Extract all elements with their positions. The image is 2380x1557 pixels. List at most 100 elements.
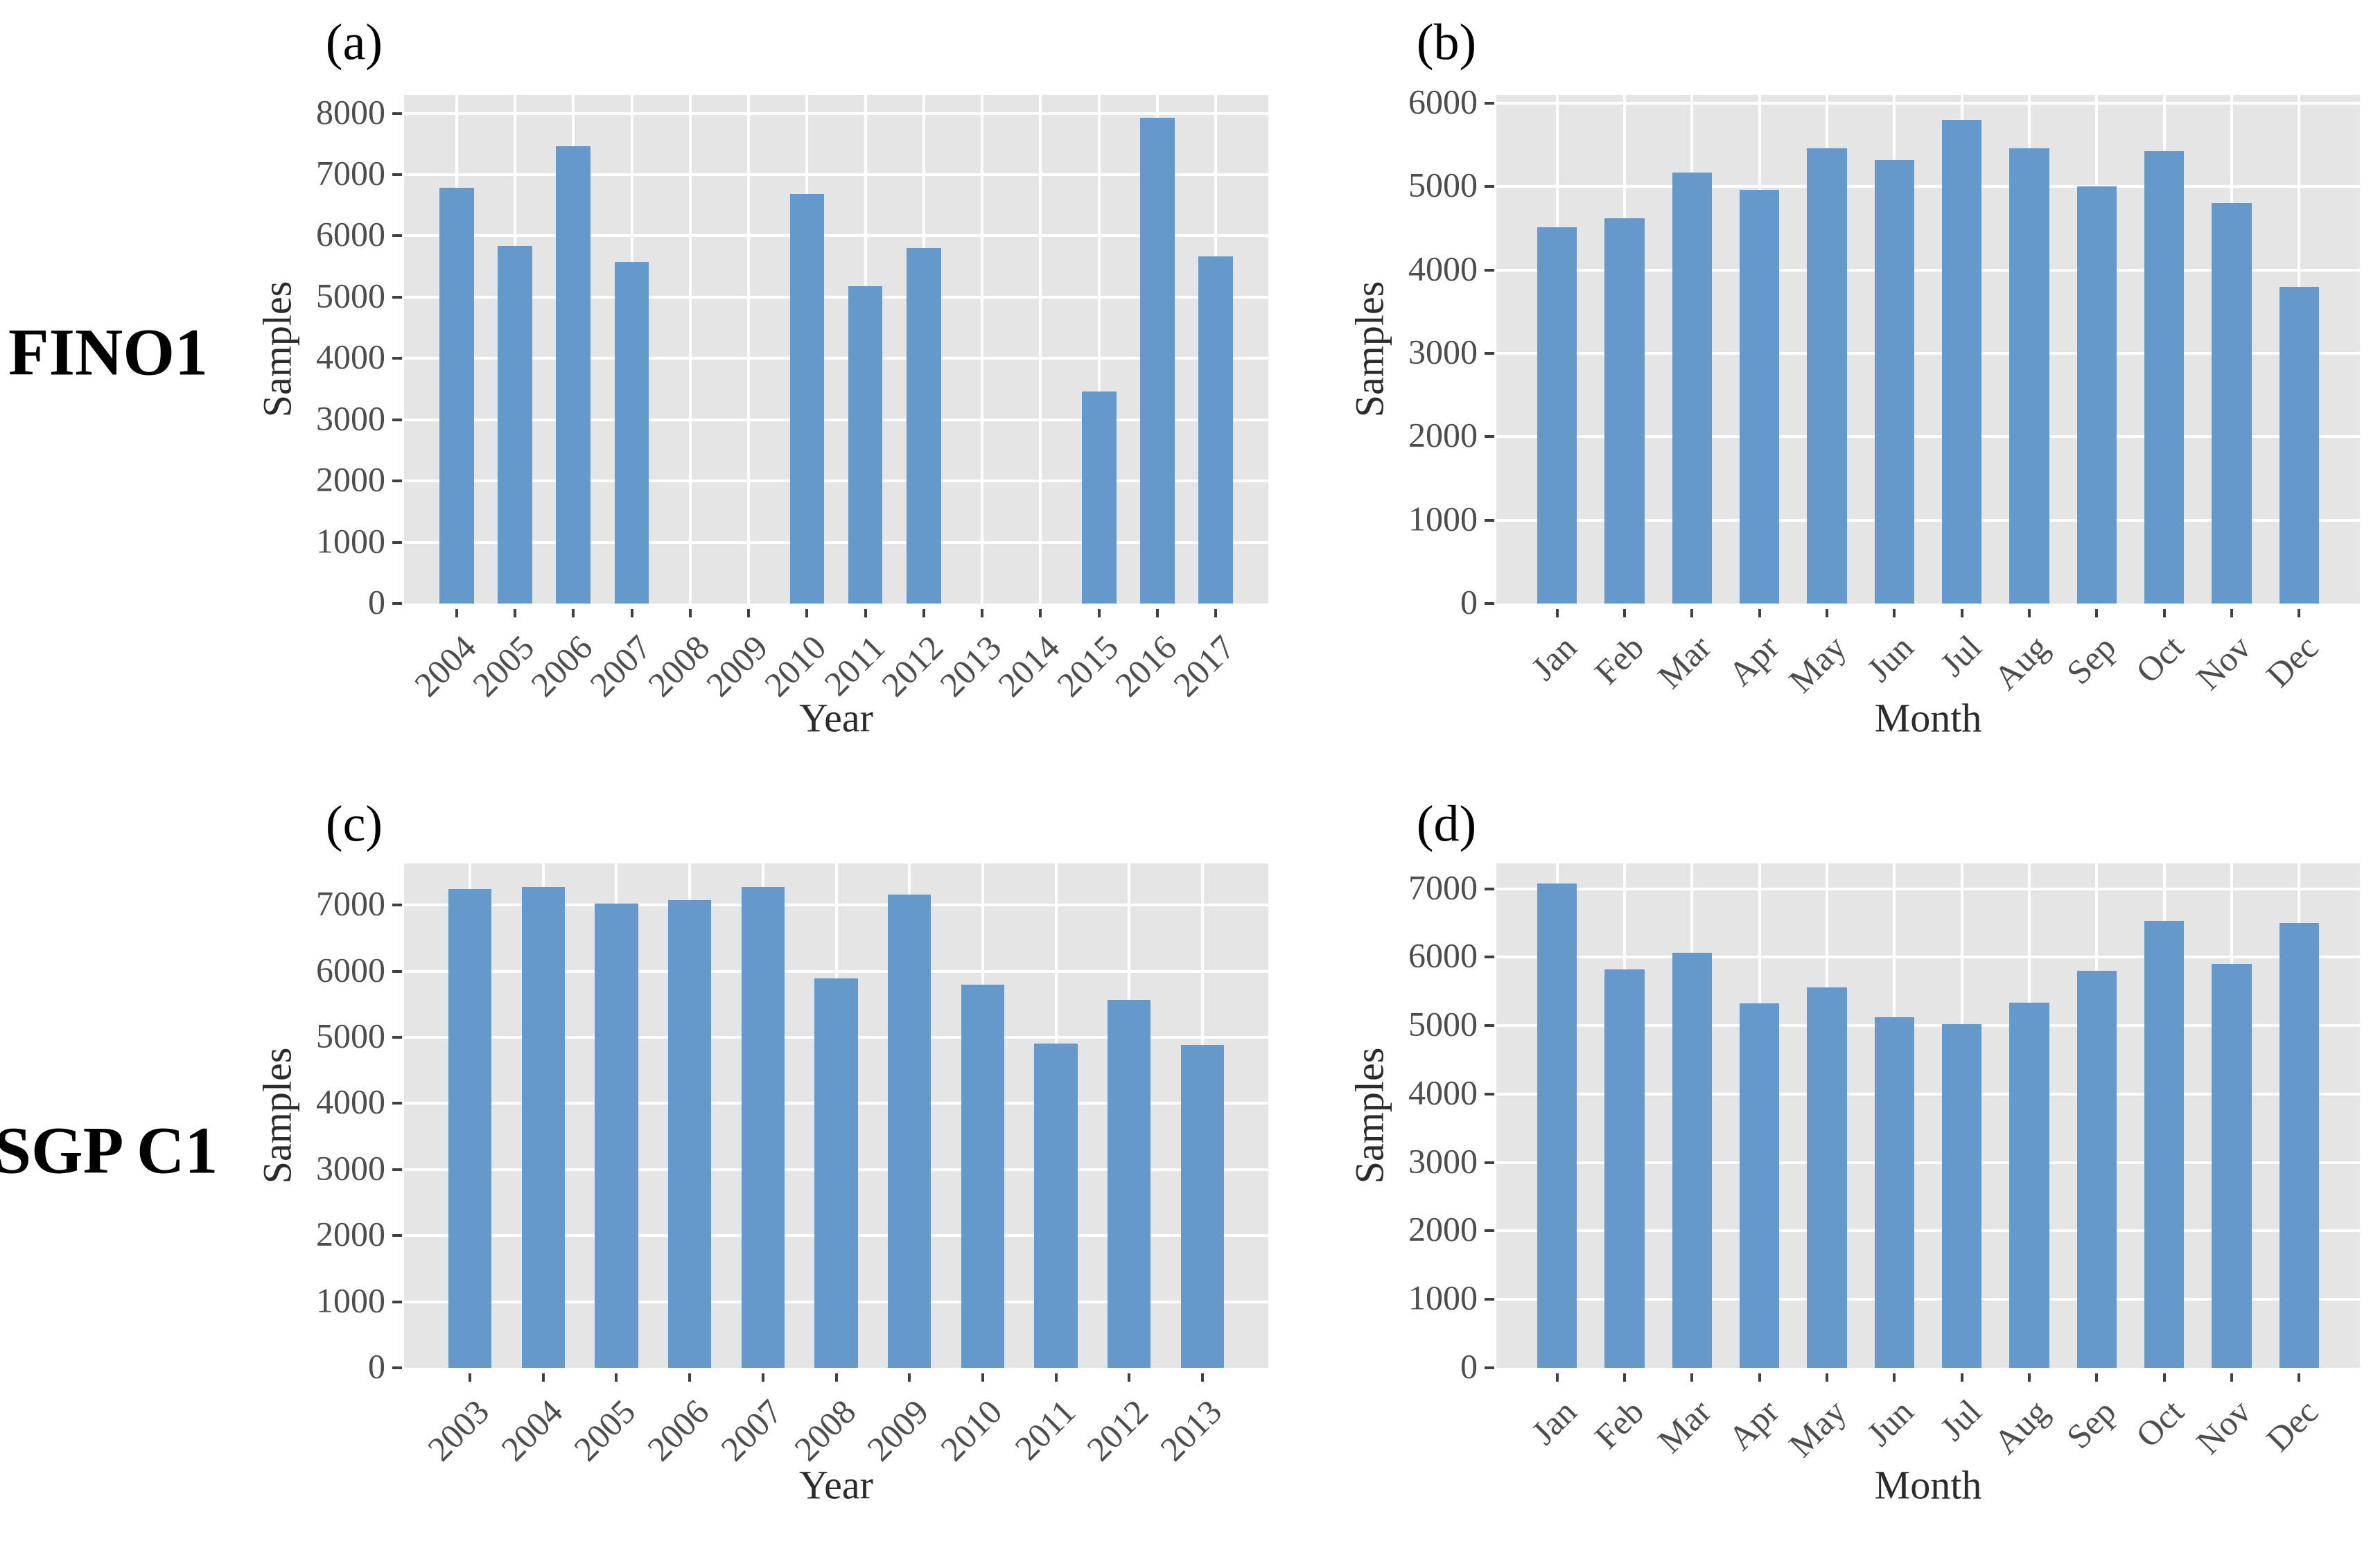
ytick-label-2000: 2000 — [1408, 1210, 1478, 1249]
xtick-mark-Nov — [2230, 609, 2234, 617]
ytick-label-5000: 5000 — [1408, 166, 1478, 205]
bar-c-2008 — [814, 978, 858, 1368]
xtick-mark-Nov — [2230, 1373, 2234, 1382]
ytick-label-5000: 5000 — [316, 276, 385, 315]
xtick-mark-2013 — [981, 609, 984, 617]
xtick-mark-2016 — [1155, 609, 1159, 617]
xtick-mark-2007 — [761, 1373, 764, 1382]
xtick-mark-Oct — [2162, 1373, 2166, 1382]
ytick-mark-5000 — [392, 1035, 402, 1039]
ytick-label-6000: 6000 — [316, 215, 385, 254]
gridline-y-8000 — [404, 112, 1268, 115]
xtick-mark-2007 — [630, 609, 633, 617]
xtick-mark-Aug — [2028, 1373, 2031, 1382]
ytick-mark-0 — [1485, 602, 1494, 605]
bar-b-Aug — [2009, 148, 2049, 604]
bar-b-Jan — [1537, 227, 1577, 604]
xtick-mark-Jul — [1960, 609, 1963, 617]
ytick-mark-7000 — [392, 904, 402, 907]
bar-d-Jan — [1537, 883, 1577, 1368]
bar-d-Jun — [1874, 1017, 1915, 1368]
bar-d-Feb — [1604, 969, 1645, 1368]
ytick-label-4000: 4000 — [316, 1082, 385, 1122]
bar-a-2007 — [614, 262, 649, 604]
gridline-y-4000 — [1496, 268, 2360, 272]
ytick-mark-8000 — [392, 112, 402, 115]
ytick-label-6000: 6000 — [316, 950, 385, 989]
xtick-mark-2010 — [981, 1373, 984, 1382]
xtick-mark-Aug — [2028, 609, 2031, 617]
ytick-mark-6000 — [1485, 102, 1494, 105]
ytick-label-6000: 6000 — [1408, 82, 1478, 121]
ytick-mark-4000 — [1485, 268, 1494, 272]
bar-b-Nov — [2212, 203, 2252, 604]
bar-d-Sep — [2076, 971, 2117, 1368]
ytick-mark-1000 — [1485, 518, 1494, 522]
xtick-mark-2015 — [1097, 609, 1101, 617]
ytick-label-2000: 2000 — [316, 1214, 385, 1253]
gridline-y-7000 — [1496, 887, 2360, 890]
gridline-y-2000 — [1496, 1229, 2360, 1233]
bar-d-Dec — [2279, 922, 2320, 1368]
xtick-mark-2004 — [455, 609, 458, 617]
ytick-label-7000: 7000 — [316, 153, 385, 193]
xtick-mark-2014 — [1039, 609, 1042, 617]
xtick-mark-Apr — [1758, 1373, 1761, 1382]
bar-b-Mar — [1672, 172, 1712, 604]
bar-c-2004 — [521, 887, 565, 1368]
gridline-y-5000 — [404, 295, 1268, 299]
ytick-mark-6000 — [1485, 956, 1494, 959]
ytick-label-8000: 8000 — [316, 92, 385, 132]
bar-a-2006 — [556, 146, 591, 604]
xtick-mark-2005 — [514, 609, 517, 617]
xtick-mark-2003 — [469, 1373, 472, 1382]
ytick-mark-3000 — [1485, 352, 1494, 355]
xtick-mark-Jan — [1555, 1373, 1559, 1382]
ytick-mark-5000 — [392, 295, 402, 299]
ytick-label-5000: 5000 — [1408, 1004, 1478, 1044]
ytick-label-1000: 1000 — [1408, 499, 1478, 538]
gridline-x-2008 — [688, 95, 692, 604]
ytick-mark-2000 — [392, 1234, 402, 1238]
y-axis-title-d: Samples — [1347, 1047, 1392, 1184]
ytick-mark-3000 — [392, 1168, 402, 1171]
ytick-label-1000: 1000 — [316, 1281, 385, 1320]
xtick-mark-Dec — [2298, 609, 2301, 617]
ytick-label-6000: 6000 — [1408, 935, 1478, 975]
xtick-mark-Jan — [1555, 609, 1559, 617]
xtick-mark-2008 — [688, 609, 692, 617]
xtick-mark-2006 — [688, 1373, 692, 1382]
bar-c-2011 — [1034, 1044, 1078, 1368]
xtick-mark-Mar — [1690, 1373, 1694, 1382]
gridline-y-2000 — [404, 480, 1268, 483]
figure-canvas: FINO1 SGP C1 (a) 0 1000 2000 3000 4000 5000 600… — [0, 15, 2360, 1508]
bar-a-2012 — [907, 248, 941, 604]
ytick-label-3000: 3000 — [316, 398, 385, 438]
ytick-mark-0 — [392, 602, 402, 605]
x-axis-title-a: Year — [799, 695, 873, 741]
bar-d-Mar — [1672, 953, 1712, 1368]
x-axis-title-d: Month — [1874, 1462, 1982, 1508]
bar-b-Jun — [1874, 159, 1915, 604]
ytick-label-5000: 5000 — [316, 1016, 385, 1055]
xtick-mark-Sep — [2095, 609, 2099, 617]
y-axis-title-c: Samples — [254, 1047, 300, 1184]
xtick-mark-Jun — [1893, 1373, 1896, 1382]
bar-d-Aug — [2009, 1002, 2049, 1368]
gridline-y-5000 — [1496, 185, 2360, 188]
ytick-label-4000: 4000 — [1408, 1073, 1478, 1112]
ytick-label-1000: 1000 — [316, 521, 385, 561]
ytick-label-2000: 2000 — [1408, 416, 1478, 455]
xtick-mark-2013 — [1200, 1373, 1204, 1382]
xtick-mark-Jul — [1960, 1373, 1963, 1382]
xtick-mark-2008 — [834, 1373, 838, 1382]
bar-c-2007 — [741, 887, 785, 1368]
gridline-y-7000 — [404, 173, 1268, 176]
gridline-y-4000 — [1496, 1092, 2360, 1096]
ytick-mark-4000 — [392, 1102, 402, 1105]
bar-c-2010 — [961, 984, 1005, 1368]
bar-d-Jul — [1941, 1024, 1982, 1368]
xtick-mark-Jun — [1893, 609, 1896, 617]
gridline-y-3000 — [1496, 1161, 2360, 1164]
bar-d-Oct — [2144, 920, 2185, 1368]
